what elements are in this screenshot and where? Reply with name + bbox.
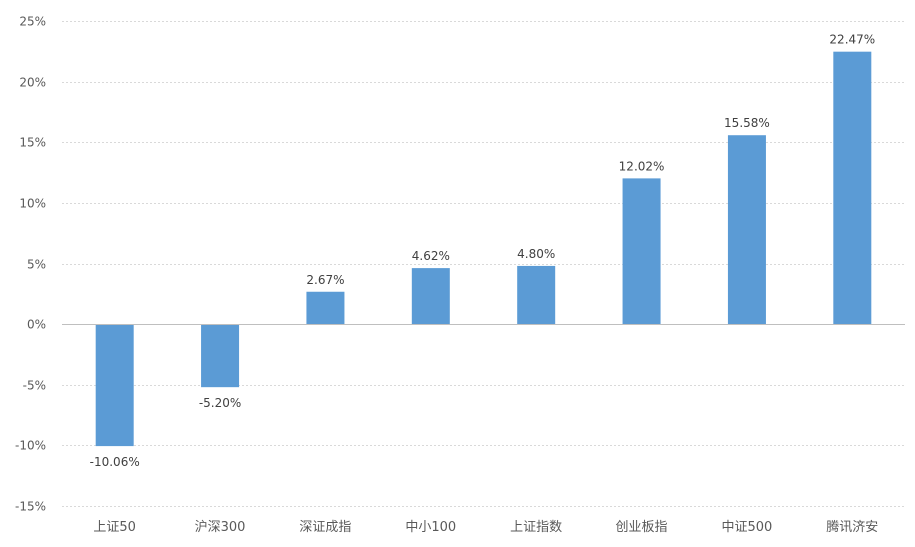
y-tick-label: 0% bbox=[27, 318, 46, 332]
data-label: -5.20% bbox=[199, 396, 241, 410]
bar bbox=[306, 291, 345, 325]
y-tick-label: 15% bbox=[19, 136, 46, 150]
bar bbox=[727, 135, 766, 325]
y-axis-ticks: 25% 20% 15% 10% 5% 0% -5% -10% -15% bbox=[15, 15, 46, 514]
data-label: 12.02% bbox=[619, 159, 665, 173]
x-tick-label: 深证成指 bbox=[299, 520, 351, 535]
bar bbox=[517, 265, 556, 325]
y-tick-label: -15% bbox=[15, 500, 46, 514]
data-label: -10.06% bbox=[90, 455, 140, 469]
x-tick-label: 上证50 bbox=[93, 520, 136, 535]
bar bbox=[833, 51, 872, 325]
y-tick-label: -10% bbox=[15, 439, 46, 453]
x-tick-label: 沪深300 bbox=[195, 519, 246, 535]
data-labels: -10.06% -5.20% 2.67% 4.62% 4.80% 12.02% 15.58%… bbox=[90, 33, 876, 469]
y-tick-label: 20% bbox=[19, 76, 46, 90]
gridlines bbox=[62, 21, 905, 507]
bars bbox=[95, 51, 872, 447]
data-label: 15.58% bbox=[724, 116, 770, 130]
y-tick-label: -5% bbox=[23, 379, 46, 393]
bar bbox=[95, 324, 134, 447]
data-label: 22.47% bbox=[829, 33, 875, 47]
x-tick-label: 创业板指 bbox=[616, 520, 668, 535]
x-tick-label: 上证指数 bbox=[510, 520, 562, 535]
data-label: 2.67% bbox=[306, 273, 344, 287]
data-label: 4.62% bbox=[412, 249, 450, 263]
bar bbox=[201, 324, 240, 388]
x-tick-label: 腾讯济安 bbox=[826, 519, 878, 535]
x-tick-label: 中证500 bbox=[722, 520, 773, 535]
bar bbox=[411, 268, 450, 325]
bar bbox=[622, 178, 661, 325]
y-tick-label: 5% bbox=[27, 258, 46, 272]
y-tick-label: 10% bbox=[19, 197, 46, 211]
y-tick-label: 25% bbox=[19, 15, 46, 29]
x-axis-ticks: 上证50 沪深300 深证成指 中小100 上证指数 创业板指 中证500 腾讯济安 bbox=[93, 519, 878, 535]
data-label: 4.80% bbox=[517, 247, 555, 261]
x-tick-label: 中小100 bbox=[405, 520, 456, 535]
